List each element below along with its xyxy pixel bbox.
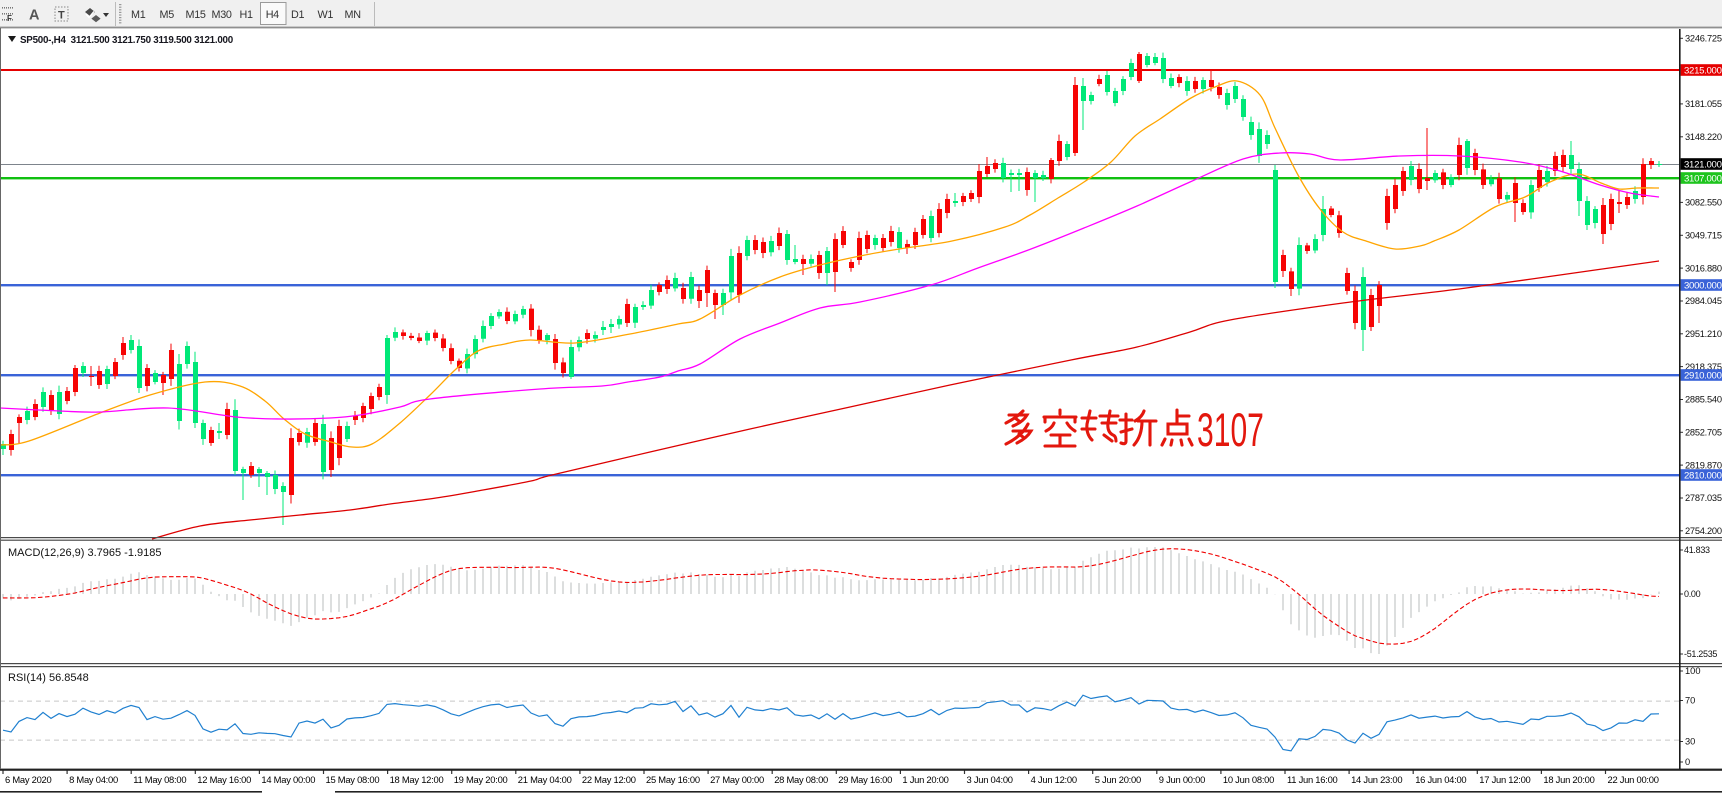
svg-text:RSI(14) 56.8548: RSI(14) 56.8548 <box>8 672 89 684</box>
svg-text:5 Jun 20:00: 5 Jun 20:00 <box>1095 774 1141 785</box>
svg-text:2852.705: 2852.705 <box>1685 428 1722 438</box>
svg-text:14 May 00:00: 14 May 00:00 <box>261 774 315 785</box>
svg-text:3016.880: 3016.880 <box>1685 263 1722 273</box>
svg-text:18 May 12:00: 18 May 12:00 <box>390 774 444 785</box>
svg-text:18 Jun 20:00: 18 Jun 20:00 <box>1543 774 1594 785</box>
svg-text:M15: M15 <box>186 9 206 21</box>
svg-text:100: 100 <box>1685 666 1701 676</box>
svg-text:4 Jun 12:00: 4 Jun 12:00 <box>1031 774 1077 785</box>
svg-text:H1: H1 <box>240 9 253 21</box>
svg-text:M1: M1 <box>131 9 146 21</box>
svg-text:T: T <box>58 10 65 22</box>
svg-text:-51.2535: -51.2535 <box>1684 649 1717 659</box>
svg-text:3181.055: 3181.055 <box>1685 99 1722 109</box>
svg-text:M30: M30 <box>212 9 232 21</box>
svg-text:3215.000: 3215.000 <box>1684 65 1722 76</box>
svg-text:6 May 2020: 6 May 2020 <box>5 774 52 785</box>
svg-text:15 May 08:00: 15 May 08:00 <box>326 774 380 785</box>
svg-text:2787.035: 2787.035 <box>1685 493 1722 503</box>
svg-text:9 Jun 00:00: 9 Jun 00:00 <box>1159 774 1205 785</box>
svg-text:0.00: 0.00 <box>1684 589 1701 599</box>
svg-text:MN: MN <box>345 9 361 21</box>
svg-text:2754.200: 2754.200 <box>1685 526 1722 536</box>
svg-text:28 May 08:00: 28 May 08:00 <box>774 774 828 785</box>
svg-text:3 Jun 04:00: 3 Jun 04:00 <box>967 774 1013 785</box>
svg-text:11 Jun 16:00: 11 Jun 16:00 <box>1287 774 1338 785</box>
svg-text:21 May 04:00: 21 May 04:00 <box>518 774 572 785</box>
svg-text:W1: W1 <box>318 9 334 21</box>
svg-text:3107.000: 3107.000 <box>1684 173 1722 184</box>
svg-text:2951.210: 2951.210 <box>1685 329 1722 339</box>
svg-text:29 May 16:00: 29 May 16:00 <box>838 774 892 785</box>
svg-text:70: 70 <box>1685 696 1695 706</box>
svg-text:2819.870: 2819.870 <box>1685 460 1722 470</box>
svg-text:3148.220: 3148.220 <box>1685 132 1722 142</box>
svg-text:10 Jun 08:00: 10 Jun 08:00 <box>1223 774 1274 785</box>
svg-text:2918.375: 2918.375 <box>1685 362 1722 372</box>
svg-text:2984.045: 2984.045 <box>1685 296 1722 306</box>
svg-text:MACD(12,26,9) 3.7965 -1.9185: MACD(12,26,9) 3.7965 -1.9185 <box>8 547 161 559</box>
svg-text:41.833: 41.833 <box>1684 545 1710 555</box>
svg-text:M5: M5 <box>160 9 175 21</box>
svg-text:2810.000: 2810.000 <box>1684 470 1722 481</box>
svg-text:11 May 08:00: 11 May 08:00 <box>133 774 186 785</box>
svg-text:3000.000: 3000.000 <box>1684 280 1722 291</box>
svg-text:14 Jun 23:00: 14 Jun 23:00 <box>1351 774 1402 785</box>
svg-text:3121.000: 3121.000 <box>1684 159 1722 170</box>
svg-text:27 May 00:00: 27 May 00:00 <box>710 774 764 785</box>
svg-text:SP500-,H4 3121.500 3121.750 3: SP500-,H4 3121.500 3121.750 3119.500 312… <box>20 35 234 46</box>
svg-text:17 Jun 12:00: 17 Jun 12:00 <box>1479 774 1530 785</box>
svg-text:3246.725: 3246.725 <box>1685 34 1722 44</box>
svg-text:0: 0 <box>1685 757 1690 767</box>
svg-text:1 Jun 20:00: 1 Jun 20:00 <box>902 774 948 785</box>
svg-text:H4: H4 <box>266 9 279 21</box>
svg-text:8 May 04:00: 8 May 04:00 <box>69 774 118 785</box>
svg-text:25 May 16:00: 25 May 16:00 <box>646 774 700 785</box>
svg-text:19 May 20:00: 19 May 20:00 <box>454 774 508 785</box>
svg-text:22 Jun 00:00: 22 Jun 00:00 <box>1608 774 1659 785</box>
svg-text:2910.000: 2910.000 <box>1684 370 1722 381</box>
svg-text:2885.540: 2885.540 <box>1685 395 1722 405</box>
svg-text:3049.715: 3049.715 <box>1685 231 1722 241</box>
svg-text:A: A <box>29 8 40 24</box>
svg-text:22 May 12:00: 22 May 12:00 <box>582 774 636 785</box>
svg-text:D1: D1 <box>291 9 304 21</box>
svg-text:16 Jun 04:00: 16 Jun 04:00 <box>1415 774 1466 785</box>
svg-text:3107: 3107 <box>1197 404 1264 456</box>
svg-text:12 May 16:00: 12 May 16:00 <box>197 774 251 785</box>
svg-text:3082.550: 3082.550 <box>1685 198 1722 208</box>
svg-text:F: F <box>7 14 12 23</box>
svg-text:30: 30 <box>1685 737 1695 747</box>
